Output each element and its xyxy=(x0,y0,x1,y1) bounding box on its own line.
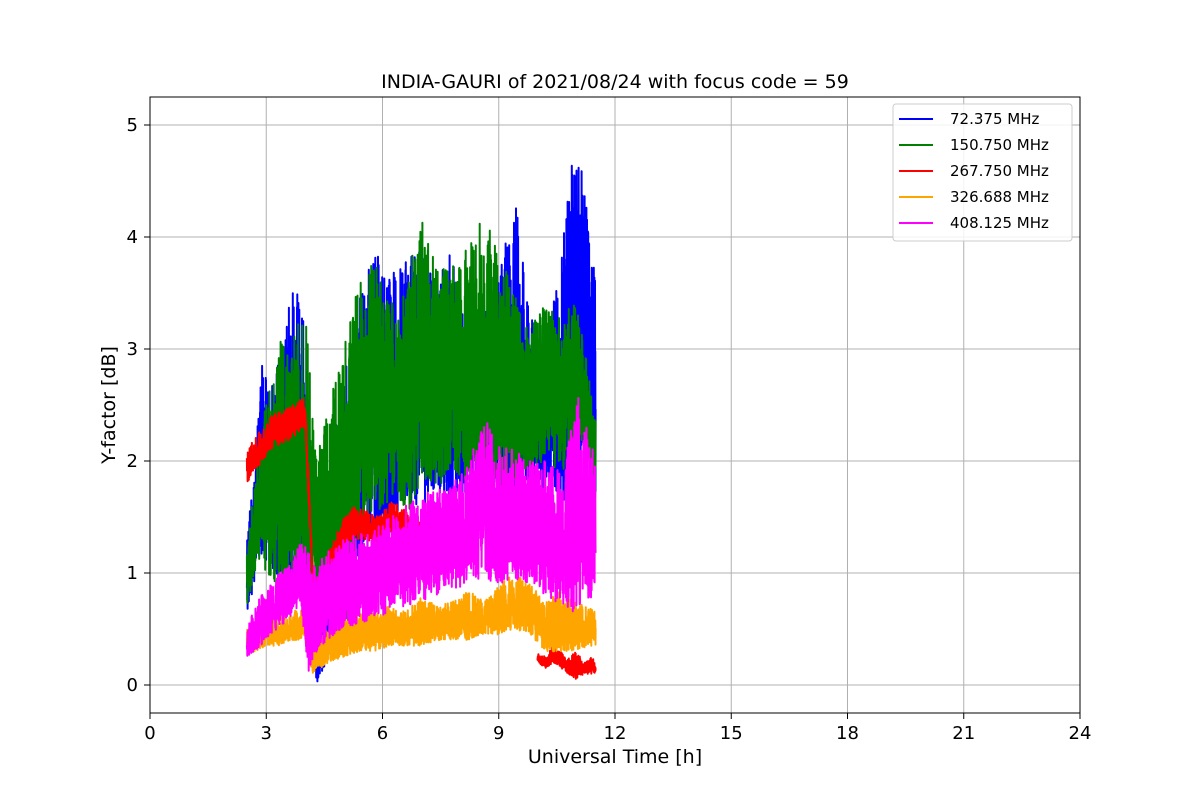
legend: 72.375 MHz 150.750 MHz 267.750 MHz 326.688 … xyxy=(892,103,1073,242)
series-line-267-750-mhz-segment-2 xyxy=(536,645,597,680)
x-axis-label: Universal Time [h] xyxy=(528,746,702,768)
y-tick-label: 2 xyxy=(127,451,138,472)
x-tick-label: 6 xyxy=(377,723,388,744)
chart-title: INDIA-GAURI of 2021/08/24 with focus cod… xyxy=(381,71,849,93)
legend-entry: 267.750 MHz xyxy=(950,162,1049,180)
series-line-408-125-mhz xyxy=(245,397,597,672)
y-tick-label: 0 xyxy=(127,675,138,696)
legend-entry: 72.375 MHz xyxy=(950,110,1039,128)
x-tick-label: 3 xyxy=(261,723,272,744)
legend-box xyxy=(892,103,1073,242)
y-tick-label: 5 xyxy=(127,115,138,136)
y-ticks: 0 1 2 3 4 5 xyxy=(127,115,150,696)
x-tick-label: 9 xyxy=(493,723,504,744)
x-tick-label: 21 xyxy=(952,723,975,744)
y-tick-label: 4 xyxy=(127,227,138,248)
x-tick-label: 0 xyxy=(144,723,155,744)
x-ticks: 0 3 6 9 12 15 18 21 24 xyxy=(144,713,1091,744)
y-axis-label: Y-factor [dB] xyxy=(98,346,120,465)
y-tick-label: 3 xyxy=(127,339,138,360)
legend-entry: 408.125 MHz xyxy=(950,214,1049,232)
legend-entry: 150.750 MHz xyxy=(950,136,1049,154)
series-layer xyxy=(245,164,597,683)
x-tick-label: 18 xyxy=(836,723,859,744)
x-tick-label: 12 xyxy=(604,723,627,744)
x-tick-label: 24 xyxy=(1069,723,1092,744)
x-tick-label: 15 xyxy=(720,723,743,744)
y-tick-label: 1 xyxy=(127,563,138,584)
legend-entry: 326.688 MHz xyxy=(950,188,1049,206)
